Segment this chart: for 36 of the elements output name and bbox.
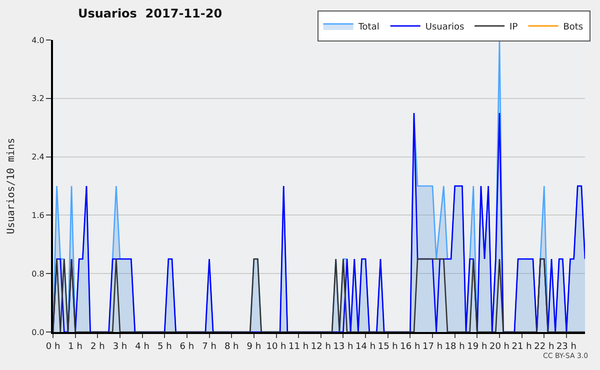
x-tick-label: 9 h xyxy=(246,342,262,352)
x-tick-label: 2 h xyxy=(90,342,105,352)
legend-label: Usuarios xyxy=(425,22,465,32)
legend-label: Total xyxy=(357,22,380,32)
x-tick-label: 8 h xyxy=(224,342,239,352)
x-tick-label: 10 h xyxy=(266,342,286,352)
y-tick-label: 3.2 xyxy=(32,94,44,104)
x-tick-label: 11 h xyxy=(288,342,309,352)
y-tick-label: 2.4 xyxy=(32,152,44,162)
x-tick-label: 4 h xyxy=(135,342,150,352)
x-tick-label: 14 h xyxy=(356,342,376,352)
x-tick-label: 1 h xyxy=(68,342,82,352)
x-tick-label: 23 h xyxy=(556,342,576,352)
x-tick-label: 12 h xyxy=(310,342,331,352)
y-axis-title: Usuarios/10 mins xyxy=(6,138,18,234)
chart-title: Usuarios 2017-11-20 xyxy=(78,6,222,21)
y-tick-label: 1.6 xyxy=(32,211,44,220)
x-tick-label: 20 h xyxy=(489,342,510,352)
y-tick-label: 0.8 xyxy=(32,269,44,278)
x-tick-label: 16 h xyxy=(400,342,420,352)
x-tick-label: 3 h xyxy=(112,342,128,352)
y-tick-label: 0.0 xyxy=(32,328,44,337)
legend-label: Bots xyxy=(563,22,584,32)
legend-label: IP xyxy=(510,22,518,32)
y-tick-label: 4.0 xyxy=(32,36,44,45)
x-tick-label: 19 h xyxy=(467,342,488,352)
x-tick-label: 18 h xyxy=(444,342,465,352)
x-tick-label: 13 h xyxy=(333,342,354,352)
x-tick-label: 17 h xyxy=(422,342,443,352)
x-tick-label: 7 h xyxy=(202,342,216,352)
x-tick-label: 22 h xyxy=(534,342,554,352)
x-tick-label: 21 h xyxy=(512,342,532,352)
x-tick-label: 0 h xyxy=(46,342,60,352)
x-tick-label: 5 h xyxy=(157,342,172,352)
x-tick-label: 6 h xyxy=(180,342,194,352)
x-tick-label: 15 h xyxy=(378,342,398,352)
